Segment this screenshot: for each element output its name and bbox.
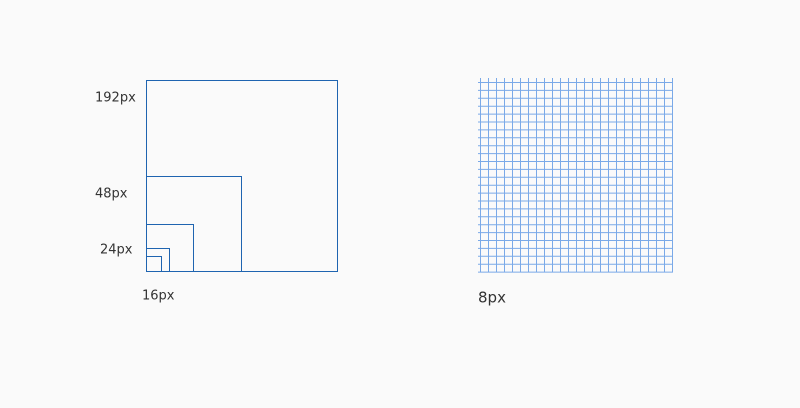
label: 16px <box>142 289 175 304</box>
label: 48px <box>95 187 128 202</box>
label: 24px <box>100 243 133 258</box>
grid-label: 8px <box>478 289 506 307</box>
label: 192px <box>95 91 136 106</box>
grid <box>478 78 673 273</box>
square-16 <box>146 256 162 272</box>
square-24 <box>146 248 170 272</box>
